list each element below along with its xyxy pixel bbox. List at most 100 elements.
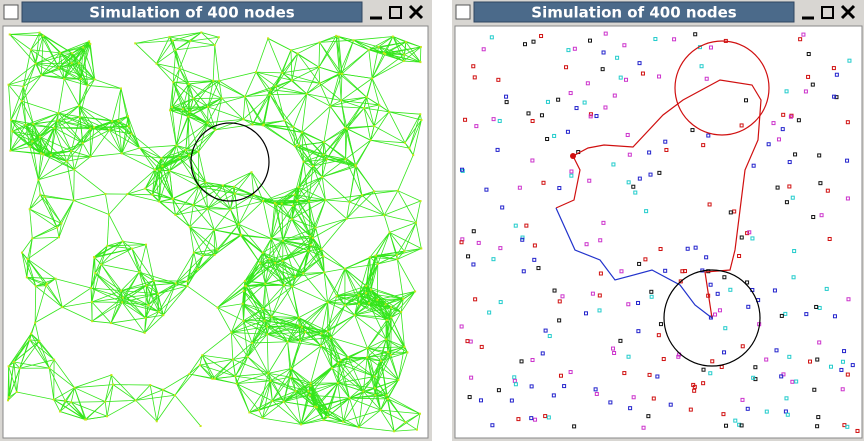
node <box>657 170 662 175</box>
node <box>34 285 37 288</box>
link <box>312 158 346 167</box>
link <box>121 285 147 292</box>
node <box>739 423 744 428</box>
link <box>298 141 324 146</box>
node <box>126 193 129 196</box>
node <box>572 46 577 51</box>
link <box>375 255 379 265</box>
link <box>85 415 108 420</box>
link <box>295 390 316 407</box>
link <box>358 295 378 301</box>
link <box>318 66 343 75</box>
link <box>259 262 293 287</box>
link <box>275 79 293 87</box>
node <box>530 158 535 163</box>
node <box>380 359 383 362</box>
link <box>262 400 273 419</box>
close-button[interactable] <box>840 4 856 20</box>
link <box>267 341 288 374</box>
node <box>704 255 709 260</box>
link <box>21 75 42 102</box>
node <box>134 42 137 45</box>
node <box>403 53 406 56</box>
node <box>812 387 817 392</box>
link <box>274 262 285 286</box>
link <box>108 193 128 215</box>
node <box>106 415 109 418</box>
link <box>369 257 372 290</box>
link <box>307 236 311 251</box>
link <box>296 161 304 201</box>
link <box>370 111 390 141</box>
link <box>296 200 311 237</box>
node <box>788 114 793 119</box>
node <box>597 308 602 313</box>
link <box>82 142 91 157</box>
link <box>266 325 300 327</box>
node <box>374 254 377 257</box>
link <box>71 128 91 152</box>
link <box>258 373 269 411</box>
link <box>298 176 323 188</box>
link <box>175 255 204 284</box>
link <box>367 351 389 358</box>
link <box>162 166 174 200</box>
link <box>27 236 60 260</box>
link <box>215 124 253 131</box>
link <box>255 38 269 73</box>
link <box>169 151 199 172</box>
link <box>207 185 224 209</box>
link <box>120 290 124 298</box>
close-button[interactable] <box>408 4 424 20</box>
node <box>572 424 577 429</box>
link <box>110 290 122 324</box>
link <box>22 86 27 125</box>
link <box>353 36 393 41</box>
node <box>373 125 376 128</box>
link <box>363 108 371 141</box>
link <box>294 194 310 202</box>
link <box>10 119 12 151</box>
link <box>251 326 268 344</box>
maximize-button[interactable] <box>389 6 402 19</box>
node <box>532 243 537 248</box>
node <box>38 31 41 34</box>
link <box>29 339 55 360</box>
node <box>110 322 113 325</box>
link <box>175 49 190 85</box>
node <box>34 62 37 65</box>
link <box>90 128 110 131</box>
link <box>186 255 204 282</box>
link <box>299 327 303 341</box>
node <box>280 202 283 205</box>
link <box>30 322 36 334</box>
node <box>31 237 34 240</box>
link <box>35 35 44 64</box>
link <box>214 45 220 81</box>
link <box>294 145 314 167</box>
link <box>199 364 236 377</box>
link <box>109 129 123 154</box>
node <box>134 399 137 402</box>
node <box>764 357 769 362</box>
link <box>112 384 136 401</box>
link <box>192 182 206 206</box>
link <box>293 126 325 143</box>
link <box>346 191 375 220</box>
maximize-button[interactable] <box>821 6 834 19</box>
node <box>817 340 822 345</box>
node <box>701 367 706 372</box>
link <box>110 374 114 385</box>
node <box>237 223 240 226</box>
link <box>365 292 378 301</box>
link <box>404 114 421 144</box>
link <box>363 107 375 127</box>
node <box>707 202 712 207</box>
link <box>303 161 323 178</box>
link <box>308 176 323 202</box>
node <box>811 215 816 220</box>
node <box>192 97 195 100</box>
node <box>90 300 93 303</box>
link <box>383 46 421 54</box>
link <box>179 68 214 82</box>
